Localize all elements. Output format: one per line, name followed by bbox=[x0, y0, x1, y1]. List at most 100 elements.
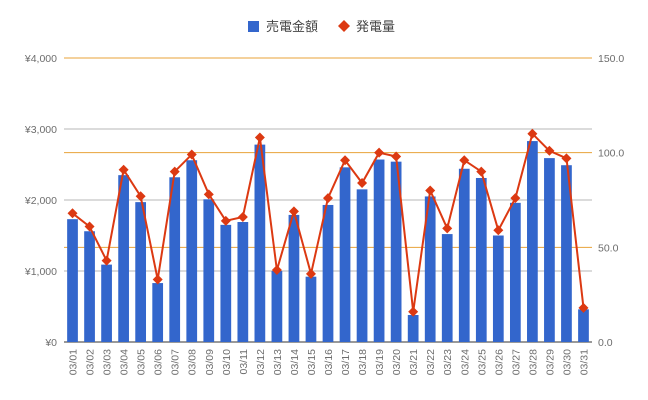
right-tick-label: 150.0 bbox=[598, 53, 624, 65]
left-tick-label: ¥3,000 bbox=[24, 124, 57, 136]
generation-point bbox=[67, 208, 78, 219]
generation-point bbox=[357, 177, 368, 188]
generation-point bbox=[118, 164, 129, 175]
generation-point bbox=[544, 145, 555, 156]
generation-point bbox=[510, 193, 521, 204]
sales-bar bbox=[339, 167, 351, 342]
generation-point bbox=[84, 221, 95, 232]
x-tick-label: 03/30 bbox=[561, 349, 573, 375]
x-tick-label: 03/25 bbox=[476, 349, 488, 375]
sales-bar bbox=[84, 231, 95, 342]
sales-bar bbox=[203, 199, 215, 342]
generation-point bbox=[459, 155, 470, 166]
sales-bar bbox=[578, 309, 589, 342]
generation-point bbox=[493, 225, 504, 236]
sales-bar bbox=[305, 276, 317, 342]
x-tick-label: 03/21 bbox=[408, 349, 420, 375]
x-tick-label: 03/20 bbox=[391, 349, 403, 375]
generation-point bbox=[527, 128, 538, 139]
sales-bar bbox=[544, 158, 555, 342]
generation-markers bbox=[67, 128, 589, 317]
left-tick-label: ¥2,000 bbox=[24, 195, 57, 207]
generation-point bbox=[220, 215, 231, 226]
sales-bar bbox=[271, 271, 283, 342]
left-tick-label: ¥1,000 bbox=[24, 266, 57, 278]
x-tick-label: 03/27 bbox=[510, 349, 522, 375]
sales-bar bbox=[373, 159, 385, 342]
legend-label-sales: 売電金額 bbox=[266, 19, 318, 35]
x-tick-label: 03/18 bbox=[357, 349, 369, 375]
x-tick-label: 03/02 bbox=[85, 349, 97, 375]
x-tick-label: 03/31 bbox=[578, 349, 590, 375]
sales-bar bbox=[561, 165, 572, 342]
sales-bar bbox=[186, 160, 198, 342]
generation-point bbox=[578, 302, 589, 313]
generation-point bbox=[476, 166, 487, 177]
legend-swatch-sales bbox=[248, 21, 259, 32]
generation-point bbox=[408, 306, 419, 317]
left-tick-label: ¥4,000 bbox=[24, 53, 57, 65]
sales-bar bbox=[220, 224, 232, 342]
sales-bar bbox=[527, 141, 538, 342]
sales-bar bbox=[237, 222, 249, 342]
sales-bars bbox=[67, 141, 589, 342]
generation-point bbox=[237, 212, 248, 223]
sales-bar bbox=[288, 214, 300, 342]
sales-bar bbox=[407, 315, 419, 342]
generation-point bbox=[391, 151, 402, 162]
sales-bar bbox=[509, 202, 521, 342]
x-tick-label: 03/24 bbox=[459, 349, 471, 375]
sales-bar bbox=[475, 177, 487, 342]
generation-point bbox=[323, 193, 333, 204]
x-tick-label: 03/09 bbox=[204, 349, 216, 375]
x-tick-label: 03/29 bbox=[544, 349, 556, 375]
x-tick-label: 03/03 bbox=[102, 349, 114, 375]
generation-point bbox=[186, 149, 197, 160]
left-tick-label: ¥0 bbox=[44, 337, 57, 349]
x-axis-ticks: 03/01 03/02 03/03 03/04 03/05 03/06 03/07 03/08… bbox=[68, 349, 591, 375]
right-tick-label: 0.0 bbox=[598, 337, 613, 349]
x-tick-label: 03/04 bbox=[119, 349, 131, 375]
generation-point bbox=[101, 255, 112, 266]
sales-bar bbox=[424, 196, 436, 342]
sales-bar bbox=[322, 204, 334, 342]
sales-bar bbox=[390, 161, 402, 342]
generation-point bbox=[152, 274, 163, 285]
sales-bar bbox=[356, 189, 368, 342]
left-axis-ticks: ¥0 ¥1,000 ¥2,000 ¥3,000 ¥4,000 bbox=[24, 53, 57, 349]
sales-bar bbox=[441, 234, 453, 342]
sales-bar bbox=[135, 202, 147, 342]
x-tick-label: 03/16 bbox=[323, 349, 335, 375]
x-tick-label: 03/01 bbox=[68, 349, 80, 375]
x-tick-label: 03/12 bbox=[255, 349, 267, 375]
x-tick-label: 03/26 bbox=[493, 349, 505, 375]
right-tick-label: 100.0 bbox=[598, 148, 624, 160]
x-tick-label: 03/10 bbox=[221, 349, 233, 375]
x-tick-label: 03/15 bbox=[306, 349, 318, 375]
x-tick-label: 03/19 bbox=[374, 349, 386, 375]
generation-point bbox=[340, 155, 351, 166]
sales-bar bbox=[118, 175, 129, 342]
x-tick-label: 03/11 bbox=[238, 349, 250, 375]
x-tick-label: 03/07 bbox=[170, 349, 182, 375]
chart-legend: 売電金額 発電量 bbox=[248, 19, 395, 35]
generation-point bbox=[374, 147, 385, 158]
generation-point bbox=[135, 191, 146, 202]
sales-bar bbox=[169, 177, 181, 342]
x-tick-label: 03/08 bbox=[187, 349, 199, 375]
sales-bar bbox=[67, 219, 78, 342]
x-tick-label: 03/14 bbox=[289, 349, 301, 375]
sales-bar bbox=[152, 283, 164, 342]
sales-bar bbox=[458, 168, 470, 342]
sales-bar bbox=[101, 264, 112, 342]
generation-point bbox=[561, 153, 572, 164]
right-tick-label: 50.0 bbox=[598, 242, 619, 254]
legend-marker-generation bbox=[338, 20, 350, 32]
generation-point bbox=[425, 185, 436, 196]
right-axis-ticks: 0.0 50.0 100.0 150.0 bbox=[598, 53, 624, 349]
generation-point bbox=[442, 223, 453, 234]
legend-label-generation: 発電量 bbox=[356, 20, 395, 35]
generation-point bbox=[254, 132, 265, 143]
sales-bar bbox=[492, 235, 504, 342]
x-tick-label: 03/06 bbox=[153, 349, 165, 375]
